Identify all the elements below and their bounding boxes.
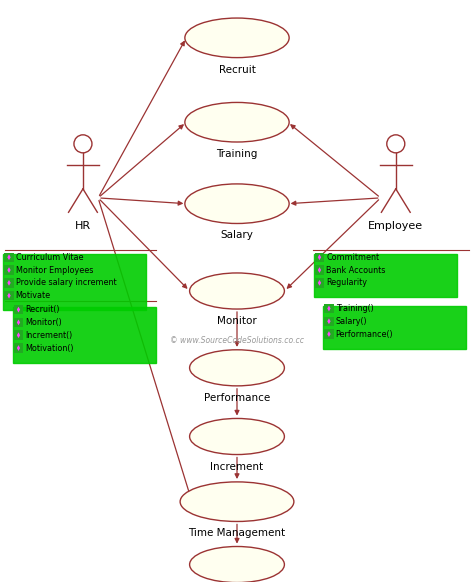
Polygon shape xyxy=(327,318,331,324)
FancyBboxPatch shape xyxy=(315,265,324,275)
FancyBboxPatch shape xyxy=(4,265,14,275)
Polygon shape xyxy=(17,332,20,338)
Polygon shape xyxy=(327,306,331,311)
Ellipse shape xyxy=(185,102,289,142)
Ellipse shape xyxy=(185,184,289,223)
FancyBboxPatch shape xyxy=(13,307,156,363)
Text: Training: Training xyxy=(216,149,258,159)
FancyBboxPatch shape xyxy=(14,331,23,340)
Text: Time Management: Time Management xyxy=(189,528,285,538)
Polygon shape xyxy=(318,267,321,273)
Text: Bank Accounts: Bank Accounts xyxy=(326,265,385,275)
Text: Motivate: Motivate xyxy=(16,291,51,300)
Text: Recruit(): Recruit() xyxy=(25,305,60,314)
Polygon shape xyxy=(17,320,20,325)
Text: Curriculum Vitae: Curriculum Vitae xyxy=(16,253,83,262)
Ellipse shape xyxy=(190,350,284,386)
Text: Commitment: Commitment xyxy=(326,253,379,262)
Text: Performance(): Performance() xyxy=(336,329,393,339)
Text: Training(): Training() xyxy=(336,304,374,313)
Text: Recruit: Recruit xyxy=(219,65,255,74)
Text: Increment: Increment xyxy=(210,462,264,471)
FancyBboxPatch shape xyxy=(323,306,466,349)
Ellipse shape xyxy=(185,18,289,58)
Ellipse shape xyxy=(180,482,294,521)
FancyBboxPatch shape xyxy=(324,304,334,313)
FancyBboxPatch shape xyxy=(314,254,457,297)
Text: Monitor(): Monitor() xyxy=(25,318,62,327)
Polygon shape xyxy=(17,307,20,313)
FancyBboxPatch shape xyxy=(4,253,14,262)
Text: Salary(): Salary() xyxy=(336,317,367,326)
FancyBboxPatch shape xyxy=(14,343,23,353)
Polygon shape xyxy=(7,293,10,299)
FancyBboxPatch shape xyxy=(14,318,23,327)
Polygon shape xyxy=(7,280,10,286)
Ellipse shape xyxy=(190,418,284,455)
FancyBboxPatch shape xyxy=(4,291,14,300)
Polygon shape xyxy=(318,254,321,260)
Text: Performance: Performance xyxy=(204,393,270,403)
Text: Increment(): Increment() xyxy=(25,331,73,340)
FancyBboxPatch shape xyxy=(315,253,324,262)
FancyBboxPatch shape xyxy=(315,278,324,288)
Text: © www.SourceCodeSolutions.co.cc: © www.SourceCodeSolutions.co.cc xyxy=(170,336,304,345)
Polygon shape xyxy=(17,345,20,351)
Text: Monitor Employees: Monitor Employees xyxy=(16,265,93,275)
Polygon shape xyxy=(318,280,321,286)
FancyBboxPatch shape xyxy=(324,329,334,339)
FancyBboxPatch shape xyxy=(4,278,14,288)
Polygon shape xyxy=(7,267,10,273)
Ellipse shape xyxy=(190,273,284,309)
Polygon shape xyxy=(7,254,10,260)
FancyBboxPatch shape xyxy=(3,254,146,310)
Text: Salary: Salary xyxy=(220,230,254,240)
FancyBboxPatch shape xyxy=(14,305,23,314)
Ellipse shape xyxy=(190,546,284,582)
Text: HR: HR xyxy=(75,221,91,231)
Polygon shape xyxy=(327,331,331,337)
Text: Motivation(): Motivation() xyxy=(25,343,73,353)
Text: Regularity: Regularity xyxy=(326,278,367,288)
Text: Employee: Employee xyxy=(368,221,423,231)
Text: Provide salary increment: Provide salary increment xyxy=(16,278,116,288)
Text: Monitor: Monitor xyxy=(217,316,257,326)
FancyBboxPatch shape xyxy=(324,317,334,326)
